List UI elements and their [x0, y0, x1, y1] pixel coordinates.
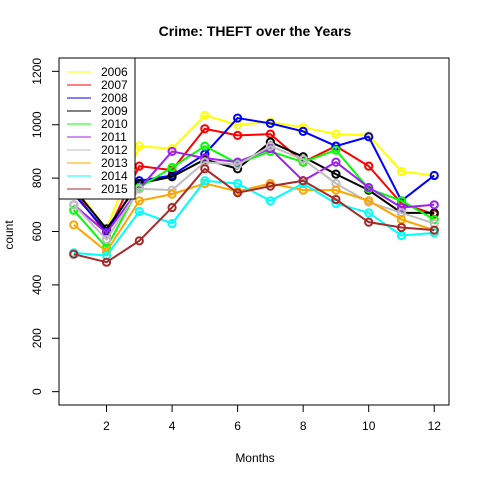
data-point — [200, 110, 210, 120]
data-point — [364, 182, 374, 193]
data-point — [69, 220, 79, 230]
x-tick-label: 6 — [234, 419, 241, 433]
series-line — [73, 167, 435, 264]
data-point — [429, 200, 439, 210]
data-point — [331, 157, 341, 167]
data-point — [69, 205, 79, 215]
data-point — [396, 202, 407, 213]
y-tick-label: 0 — [30, 388, 44, 395]
data-point — [101, 257, 112, 267]
data-point — [134, 184, 144, 194]
series-layer — [69, 110, 439, 267]
legend-item: 2008 — [67, 91, 128, 105]
data-point — [233, 160, 243, 170]
y-tick-label: 400 — [30, 275, 44, 295]
legend-label: 2012 — [101, 143, 128, 157]
data-point — [265, 118, 275, 128]
legend-item: 2009 — [67, 104, 128, 118]
data-point — [265, 141, 275, 151]
legend-label: 2013 — [101, 156, 128, 170]
data-point — [364, 196, 374, 206]
data-point — [167, 162, 177, 173]
legend-item: 2012 — [67, 143, 128, 157]
data-point — [396, 166, 407, 177]
data-point — [200, 141, 210, 151]
y-axis-label: count — [2, 220, 16, 250]
x-tick-label: 8 — [300, 419, 307, 433]
x-axis-label: Months — [235, 451, 274, 465]
data-point — [396, 222, 407, 233]
y-tick-label: 1200 — [30, 58, 44, 85]
data-point — [298, 176, 308, 186]
data-point — [200, 124, 210, 134]
series-line — [73, 179, 435, 257]
y-tick-label: 1000 — [30, 111, 44, 138]
legend-label: 2011 — [101, 130, 127, 144]
chart-title: Crime: THEFT over the Years — [159, 23, 352, 39]
series-line — [73, 182, 435, 253]
legend-label: 2015 — [101, 182, 128, 196]
data-point — [364, 161, 374, 171]
data-point — [364, 217, 374, 227]
legend-label: 2014 — [101, 169, 128, 183]
x-tick-label: 2 — [103, 419, 110, 433]
y-tick-label: 600 — [30, 221, 44, 241]
data-point — [134, 161, 144, 171]
data-point — [233, 130, 243, 141]
legend-label: 2006 — [101, 65, 128, 79]
data-point — [331, 129, 341, 139]
legend-label: 2007 — [101, 78, 128, 92]
data-point — [69, 249, 79, 259]
y-tick-label: 800 — [30, 168, 44, 188]
data-point — [101, 234, 112, 245]
legend-item: 2010 — [67, 117, 128, 131]
data-point — [265, 181, 275, 191]
legend-item: 2006 — [67, 65, 128, 79]
data-point — [134, 141, 144, 151]
legend-label: 2008 — [101, 91, 128, 105]
data-point — [265, 196, 275, 206]
data-point — [134, 236, 144, 246]
data-point — [429, 225, 439, 235]
data-point — [167, 146, 177, 157]
legend-item: 2007 — [67, 78, 128, 92]
data-point — [298, 154, 308, 165]
data-point — [200, 164, 210, 174]
data-point — [233, 178, 243, 189]
data-point — [331, 169, 341, 179]
data-point — [134, 196, 144, 206]
series-2015 — [69, 164, 439, 267]
legend-item: 2015 — [67, 182, 128, 196]
x-tick-label: 12 — [428, 419, 442, 433]
x-tick-label: 10 — [362, 419, 376, 433]
legend-item: 2013 — [67, 156, 128, 170]
y-tick-label: 200 — [30, 328, 44, 348]
data-point — [233, 113, 243, 123]
legend-label: 2010 — [101, 117, 128, 131]
data-point — [69, 200, 79, 210]
data-point — [331, 194, 341, 205]
data-point — [331, 145, 341, 155]
data-point — [134, 206, 144, 217]
data-point — [167, 172, 177, 182]
data-point — [200, 176, 210, 186]
data-point — [167, 218, 177, 229]
data-point — [167, 202, 177, 213]
data-point — [331, 185, 341, 195]
data-point — [298, 126, 308, 137]
data-point — [429, 170, 439, 181]
data-point — [364, 132, 374, 142]
legend-label: 2009 — [101, 104, 128, 118]
legend-item: 2011 — [67, 130, 127, 144]
data-point — [167, 189, 177, 199]
x-tick-label: 4 — [169, 419, 176, 433]
legend-item: 2014 — [67, 169, 128, 183]
data-point — [233, 188, 243, 198]
data-point — [364, 208, 374, 218]
